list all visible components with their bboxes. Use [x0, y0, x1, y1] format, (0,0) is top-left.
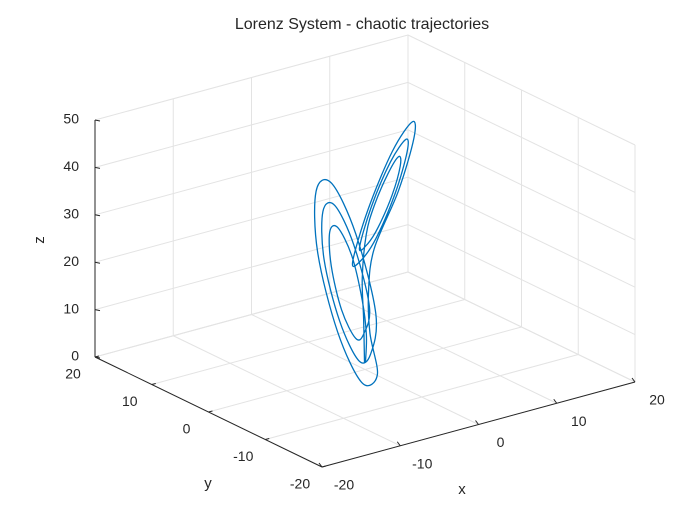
x-axis-label: x — [458, 481, 466, 498]
grid-line — [94, 81, 409, 168]
grid-line — [407, 224, 636, 336]
z-tick-label: 30 — [63, 206, 79, 222]
z-tick-label: 40 — [63, 158, 79, 174]
y-tick-label: -20 — [290, 476, 310, 492]
grid-line — [94, 176, 409, 263]
grid-line — [407, 176, 636, 288]
y-tick — [321, 465, 327, 468]
grid-line — [208, 326, 522, 413]
z-tick-label: 10 — [63, 300, 79, 316]
z-tick — [94, 119, 101, 122]
y-tick — [208, 410, 213, 413]
z-tick-label: 0 — [71, 348, 79, 364]
z-tick — [94, 356, 101, 359]
x-tick — [318, 462, 323, 468]
y-tick-label: 10 — [122, 393, 138, 409]
z-axis-label: z — [31, 236, 48, 244]
z-tick — [94, 309, 101, 312]
grid-line — [94, 129, 409, 216]
grid-line — [407, 271, 636, 383]
grid-line — [94, 224, 409, 311]
y-tick — [265, 438, 270, 440]
x-tick-label: 10 — [571, 413, 587, 429]
grid-line — [94, 271, 409, 358]
x-tick — [631, 377, 636, 383]
chart-title: Lorenz System - chaotic trajectories — [235, 16, 489, 33]
z-tick — [94, 166, 101, 169]
x-tick — [396, 441, 401, 447]
z-tick — [94, 261, 101, 264]
x-tick — [475, 420, 479, 425]
trajectory — [313, 120, 417, 387]
x-tick-label: -10 — [412, 455, 432, 471]
grid-line — [94, 34, 409, 121]
grid-line — [407, 81, 636, 193]
grid-line — [265, 354, 579, 440]
y-axis-label: y — [204, 475, 212, 492]
x-tick-label: 20 — [649, 392, 665, 408]
y-tick-label: 20 — [65, 366, 81, 382]
y-tick-label: -10 — [233, 448, 253, 464]
x-tick — [553, 398, 558, 404]
x-tick-label: 0 — [497, 434, 505, 450]
z-tick-label: 20 — [63, 253, 79, 269]
grid-line — [407, 34, 636, 146]
x-tick-label: -20 — [334, 477, 354, 493]
grid-line — [407, 129, 636, 241]
y-tick-label: 0 — [183, 421, 191, 437]
z-tick — [94, 214, 101, 217]
z-tick-label: 50 — [63, 111, 79, 127]
grid-line — [151, 299, 465, 385]
y-tick — [151, 383, 156, 385]
